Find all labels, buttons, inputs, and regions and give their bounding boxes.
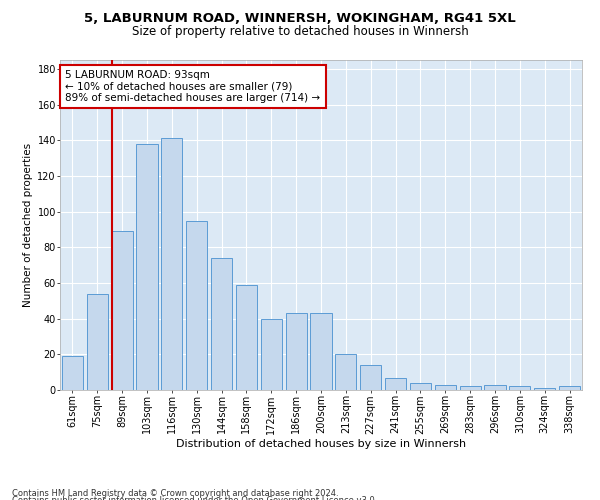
Bar [534,388,555,390]
Bar [460,386,481,390]
Bar [410,383,431,390]
Bar [236,285,257,390]
Bar [310,314,332,390]
Text: 5, LABURNUM ROAD, WINNERSH, WOKINGHAM, RG41 5XL: 5, LABURNUM ROAD, WINNERSH, WOKINGHAM, R… [84,12,516,26]
Bar [360,365,381,390]
Text: Contains public sector information licensed under the Open Government Licence v3: Contains public sector information licen… [12,496,377,500]
Bar [385,378,406,390]
Bar [559,386,580,390]
X-axis label: Distribution of detached houses by size in Winnersh: Distribution of detached houses by size … [176,439,466,449]
Bar [87,294,108,390]
Bar [286,314,307,390]
Text: Contains HM Land Registry data © Crown copyright and database right 2024.: Contains HM Land Registry data © Crown c… [12,488,338,498]
Bar [161,138,182,390]
Bar [186,220,207,390]
Bar [509,386,530,390]
Bar [211,258,232,390]
Text: Size of property relative to detached houses in Winnersh: Size of property relative to detached ho… [131,25,469,38]
Bar [335,354,356,390]
Text: 5 LABURNUM ROAD: 93sqm
← 10% of detached houses are smaller (79)
89% of semi-det: 5 LABURNUM ROAD: 93sqm ← 10% of detached… [65,70,320,103]
Y-axis label: Number of detached properties: Number of detached properties [23,143,33,307]
Bar [136,144,158,390]
Bar [484,384,506,390]
Bar [62,356,83,390]
Bar [435,384,456,390]
Bar [261,318,282,390]
Bar [112,231,133,390]
